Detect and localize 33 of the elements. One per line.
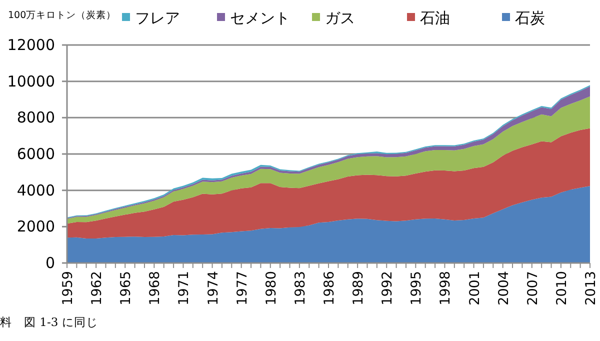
x-tick-label: 1959	[60, 271, 76, 306]
y-axis-title: 100万キロトン（炭素）	[8, 9, 116, 21]
y-tick-label: 4000	[16, 181, 55, 200]
x-tick-label: 1986	[322, 271, 338, 306]
x-tick-label: 1998	[438, 271, 454, 306]
x-tick-label: 2001	[466, 271, 483, 306]
y-tick-label: 12000	[7, 36, 55, 54]
x-tick-label: 2013	[583, 271, 599, 306]
x-tick-label: 1974	[205, 271, 222, 306]
legend-label: ガス	[325, 9, 355, 27]
y-tick-label: 8000	[16, 108, 55, 127]
x-tick-label: 1962	[89, 271, 106, 306]
x-tick-label: 2010	[554, 271, 570, 306]
x-tick-label: 1992	[380, 271, 396, 306]
legend-label: セメント	[230, 9, 290, 27]
y-tick-label: 0	[45, 254, 55, 272]
y-tick-label: 10000	[7, 72, 55, 90]
y-tick-label: 6000	[16, 145, 55, 163]
x-tick-label: 2007	[524, 271, 541, 306]
legend-label: フレア	[135, 9, 180, 27]
x-tick-label: 1968	[147, 271, 164, 306]
x-tick-label: 1971	[176, 271, 192, 306]
y-tick-label: 2000	[16, 218, 55, 236]
x-tick-label: 1983	[292, 271, 308, 306]
x-tick-label: 1995	[408, 271, 425, 306]
text: 料 図 1-3 に同じ	[0, 315, 98, 329]
x-tick-label: 1989	[350, 271, 367, 306]
x-tick-label: 1980	[263, 271, 280, 306]
x-tick-label: 1965	[118, 271, 134, 306]
legend-label: 石油	[420, 9, 450, 27]
x-tick-label: 1977	[234, 271, 250, 306]
legend-label: 石炭	[515, 9, 545, 27]
x-tick-label: 2004	[496, 271, 512, 306]
